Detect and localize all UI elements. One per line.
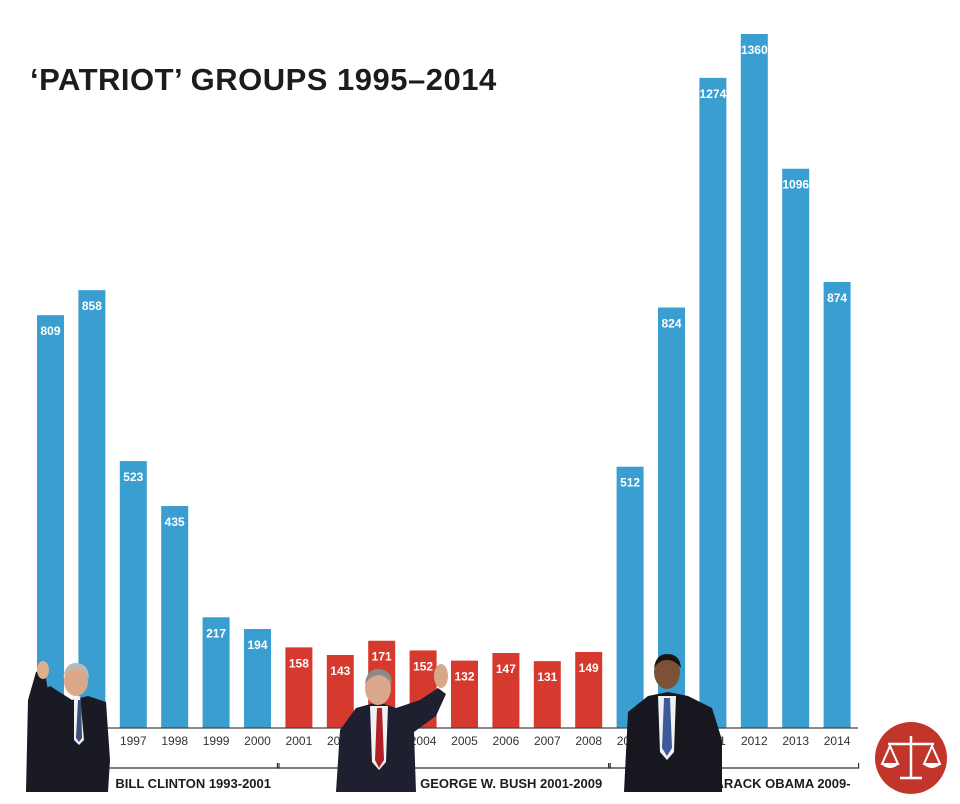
bar-2009 <box>616 466 644 728</box>
x-tick-label: 1999 <box>203 734 230 748</box>
bar-2000 <box>244 629 271 728</box>
x-tick-labels: 1995199619971998199920002001200220032004… <box>37 734 851 748</box>
bar-value-label: 858 <box>82 299 102 313</box>
era-bracket-line <box>608 763 860 769</box>
bar-value-label: 194 <box>247 638 267 652</box>
bar-value-labels: 809 858 523 435 217 194 158 143 171 152 132 147 131 1… <box>40 43 847 684</box>
bar-2011 <box>699 77 727 728</box>
bar-value-label: 1360 <box>741 43 768 57</box>
bar-value-label: 143 <box>330 664 350 678</box>
bar-2007 <box>533 661 561 728</box>
bush-photo <box>336 664 448 792</box>
bar-2014 <box>823 282 851 728</box>
bar-value-label: 1274 <box>700 87 727 101</box>
bar-value-label: 147 <box>496 662 516 676</box>
bar-2006 <box>492 652 520 728</box>
bar-1997 <box>119 461 147 728</box>
x-tick-label: 2000 <box>244 734 271 748</box>
bar-1995 <box>37 315 64 728</box>
x-tick-label: 1998 <box>161 734 188 748</box>
bar-1996 <box>78 290 106 728</box>
bar-2008 <box>575 651 603 728</box>
era-bracket-line <box>276 763 611 769</box>
bar-value-label: 809 <box>40 324 60 338</box>
x-tick-label: 2005 <box>451 734 478 748</box>
bar-value-label: 824 <box>661 317 681 331</box>
era-label: GEORGE W. BUSH 2001-2009 <box>420 776 602 791</box>
x-tick-label: 2008 <box>575 734 602 748</box>
era-label: BARACK OBAMA 2009- <box>705 776 850 791</box>
era-brackets: BILL CLINTON 1993-2001 GEORGE W. BUSH 200… <box>28 763 860 791</box>
x-tick-label: 2013 <box>782 734 809 748</box>
clinton-photo <box>26 661 110 792</box>
era-bracket: GEORGE W. BUSH 2001-2009 <box>276 763 611 791</box>
era-label: BILL CLINTON 1993-2001 <box>115 776 271 791</box>
bar-value-label: 132 <box>454 670 474 684</box>
bar-value-label: 131 <box>537 670 557 684</box>
bar-value-label: 874 <box>827 291 847 305</box>
chart-title: ‘PATRIOT’ GROUPS 1995–2014 <box>30 62 497 97</box>
x-tick-label: 2012 <box>741 734 768 748</box>
bar-2012 <box>740 34 768 728</box>
x-tick-label: 2006 <box>493 734 520 748</box>
bar-value-label: 512 <box>620 476 640 490</box>
bar-value-label: 1096 <box>782 178 809 192</box>
x-tick-label: 2007 <box>534 734 561 748</box>
x-tick-label: 2004 <box>410 734 437 748</box>
splc-scales-logo-icon <box>875 722 947 794</box>
era-bracket: BARACK OBAMA 2009- <box>608 763 860 791</box>
obama-photo <box>624 654 722 792</box>
bar-value-label: 149 <box>579 661 599 675</box>
bar-value-label: 523 <box>123 470 143 484</box>
bar-value-label: 435 <box>165 515 185 529</box>
x-tick-label: 1997 <box>120 734 147 748</box>
bars-group <box>37 34 851 728</box>
x-tick-label: 2014 <box>824 734 851 748</box>
bar-value-label: 152 <box>413 659 433 673</box>
x-tick-label: 2001 <box>286 734 313 748</box>
bar-value-label: 158 <box>289 656 309 670</box>
bar-2002 <box>326 655 354 728</box>
bar-2001 <box>285 647 313 728</box>
bar-1998 <box>161 506 189 728</box>
bar-2013 <box>782 168 810 728</box>
bar-1999 <box>202 617 230 728</box>
bar-value-label: 217 <box>206 626 226 640</box>
bar-2005 <box>451 660 478 728</box>
bar-value-label: 171 <box>372 650 392 664</box>
